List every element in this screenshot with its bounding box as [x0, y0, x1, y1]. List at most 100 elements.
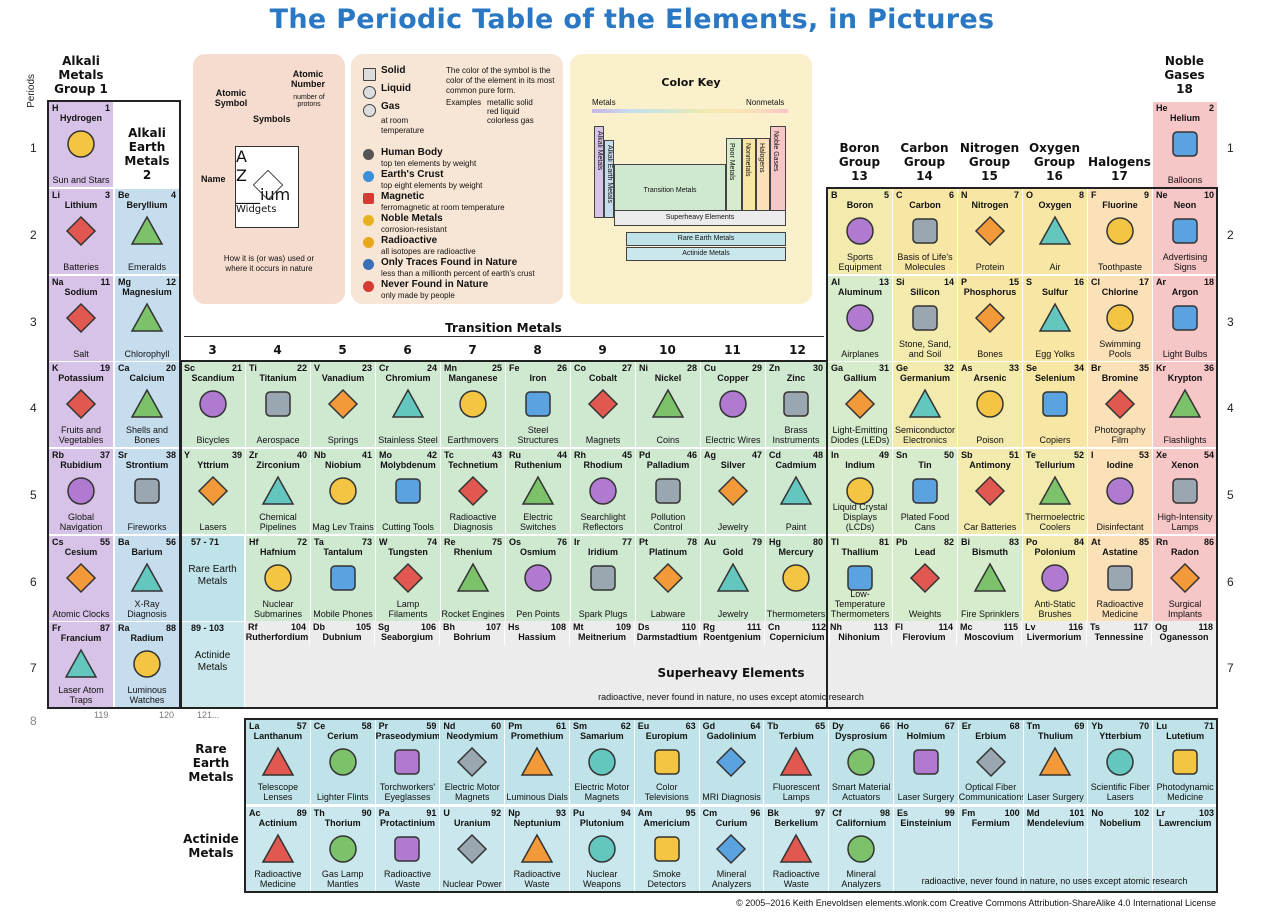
element-cell-copper[interactable]: Cu 29 Copper Electric Wires [700, 361, 766, 448]
element-cell-gold[interactable]: Au 79 Gold Jewelry [700, 535, 766, 622]
element-cell-lithium[interactable]: Li 3 Lithium Batteries [48, 188, 114, 275]
element-cell-palladium[interactable]: Pd 46 Palladium Pollution Control [635, 448, 701, 535]
element-cell-sodium[interactable]: Na 11 Sodium Salt [48, 275, 114, 362]
element-cell-tantalum[interactable]: Ta 73 Tantalum Mobile Phones [310, 535, 376, 622]
element-cell-tennessine[interactable]: Ts 117 Tennessine [1087, 621, 1152, 645]
element-cell-praseodymium[interactable]: Pr 59 Praseodymium Torchworkers' Eyeglasses [374, 719, 441, 805]
element-cell-thallium[interactable]: Tl 81 Thallium Low-Temperature Thermometers [827, 535, 893, 622]
element-cell-livermorium[interactable]: Lv 116 Livermorium [1022, 621, 1087, 645]
element-cell-hydrogen[interactable]: H 1 Hydrogen Sun and Stars [48, 101, 114, 188]
element-cell-protactinium[interactable]: Pa 91 Protactinium Radioactive Waste [374, 806, 441, 892]
element-cell-ruthenium[interactable]: Ru 44 Ruthenium Electric Switches [505, 448, 571, 535]
element-cell-dysprosium[interactable]: Dy 66 Dysprosium Smart Material Actuators [828, 719, 894, 805]
element-cell-strontium[interactable]: Sr 38 Strontium Fireworks [114, 448, 180, 535]
element-cell-lutetium[interactable]: Lu 71 Lutetium Photodynamic Medicine [1152, 719, 1218, 805]
element-cell-magnesium[interactable]: Mg 12 Magnesium Chlorophyll [114, 275, 180, 362]
element-cell-rhodium[interactable]: Rh 45 Rhodium Searchlight Reflectors [570, 448, 636, 535]
element-cell-niobium[interactable]: Nb 41 Niobium Mag Lev Trains [310, 448, 376, 535]
element-cell-nickel[interactable]: Ni 28 Nickel Coins [635, 361, 701, 448]
element-cell-bohrium[interactable]: Bh 107 Bohrium [440, 621, 505, 645]
element-cell-lawrencium[interactable]: Lr 103 Lawrencium [1152, 806, 1218, 892]
element-cell-boron[interactable]: B 5 Boron Sports Equipment [827, 188, 893, 275]
element-cell-promethium[interactable]: Pm 61 Promethium Luminous Dials [504, 719, 570, 805]
element-cell-carbon[interactable]: C 6 Carbon Basis of Life's Molecules [892, 188, 958, 275]
element-cell-zirconium[interactable]: Zr 40 Zirconium Chemical Pipelines [245, 448, 311, 535]
element-cell-europium[interactable]: Eu 63 Europium Color Televisions [633, 719, 700, 805]
element-cell-cadmium[interactable]: Cd 48 Cadmium Paint [765, 448, 827, 535]
element-cell-astatine[interactable]: At 85 Astatine Radioactive Medicine [1087, 535, 1153, 622]
element-cell-iodine[interactable]: I 53 Iodine Disinfectant [1087, 448, 1153, 535]
element-cell-chromium[interactable]: Cr 24 Chromium Stainless Steel [375, 361, 441, 448]
element-cell-potassium[interactable]: K 19 Potassium Fruits and Vegetables [48, 361, 114, 448]
element-cell-sulfur[interactable]: S 16 Sulfur Egg Yolks [1022, 275, 1088, 362]
element-cell-xenon[interactable]: Xe 54 Xenon High-Intensity Lamps [1152, 448, 1218, 535]
element-cell-mercury[interactable]: Hg 80 Mercury Thermometers [765, 535, 827, 622]
element-cell-phosphorus[interactable]: P 15 Phosphorus Bones [957, 275, 1023, 362]
element-cell-technetium[interactable]: Tc 43 Technetium Radioactive Diagnosis [440, 448, 506, 535]
element-cell-rutherfordium[interactable]: Rf 104 Rutherfordium [245, 621, 310, 645]
element-cell-curium[interactable]: Cm 96 Curium Mineral Analyzers [698, 806, 765, 892]
element-cell-indium[interactable]: In 49 Indium Liquid Crystal Displays (LCDs) [827, 448, 893, 535]
element-cell-tungsten[interactable]: W 74 Tungsten Lamp Filaments [375, 535, 441, 622]
placeholder-actinide[interactable]: 89 - 103 Actinide Metals [180, 621, 245, 708]
element-cell-neodymium[interactable]: Nd 60 Neodymium Electric Motor Magnets [439, 719, 506, 805]
element-cell-chlorine[interactable]: Cl 17 Chlorine Swimming Pools [1087, 275, 1153, 362]
element-cell-copernicium[interactable]: Cn 112 Copernicium [765, 621, 830, 645]
element-cell-radium[interactable]: Ra 88 Radium Luminous Watches [114, 621, 180, 708]
element-cell-ytterbium[interactable]: Yb 70 Ytterbium Scientific Fiber Lasers [1087, 719, 1154, 805]
element-cell-iridium[interactable]: Ir 77 Iridium Spark Plugs [570, 535, 636, 622]
element-cell-moscovium[interactable]: Mc 115 Moscovium [957, 621, 1022, 645]
element-cell-helium[interactable]: He 2 Helium Balloons [1152, 101, 1218, 188]
element-cell-berkelium[interactable]: Bk 97 Berkelium Radioactive Waste [763, 806, 830, 892]
element-cell-neptunium[interactable]: Np 93 Neptunium Radioactive Waste [504, 806, 570, 892]
element-cell-oganesson[interactable]: Og 118 Oganesson [1152, 621, 1217, 645]
element-cell-gadolinium[interactable]: Gd 64 Gadolinium MRI Diagnosis [698, 719, 765, 805]
element-cell-cobalt[interactable]: Co 27 Cobalt Magnets [570, 361, 636, 448]
element-cell-selenium[interactable]: Se 34 Selenium Copiers [1022, 361, 1088, 448]
element-cell-arsenic[interactable]: As 33 Arsenic Poison [957, 361, 1023, 448]
element-cell-rubidium[interactable]: Rb 37 Rubidium Global Navigation [48, 448, 114, 535]
element-cell-neon[interactable]: Ne 10 Neon Advertising Signs [1152, 188, 1218, 275]
element-cell-dubnium[interactable]: Db 105 Dubnium [310, 621, 375, 645]
element-cell-yttrium[interactable]: Y 39 Yttrium Lasers [180, 448, 246, 535]
element-cell-plutonium[interactable]: Pu 94 Plutonium Nuclear Weapons [569, 806, 635, 892]
element-cell-platinum[interactable]: Pt 78 Platinum Labware [635, 535, 701, 622]
element-cell-scandium[interactable]: Sc 21 Scandium Bicycles [180, 361, 246, 448]
element-cell-francium[interactable]: Fr 87 Francium Laser Atom Traps [48, 621, 114, 708]
element-cell-einsteinium[interactable]: Es 99 Einsteinium [893, 806, 959, 892]
element-cell-krypton[interactable]: Kr 36 Krypton Flashlights [1152, 361, 1218, 448]
element-cell-holmium[interactable]: Ho 67 Holmium Laser Surgery [893, 719, 959, 805]
element-cell-cerium[interactable]: Ce 58 Cerium Lighter Flints [309, 719, 376, 805]
element-cell-hafnium[interactable]: Hf 72 Hafnium Nuclear Submarines [245, 535, 311, 622]
element-cell-vanadium[interactable]: V 23 Vanadium Springs [310, 361, 376, 448]
element-cell-actinium[interactable]: Ac 89 Actinium Radioactive Medicine [245, 806, 311, 892]
element-cell-argon[interactable]: Ar 18 Argon Light Bulbs [1152, 275, 1218, 362]
element-cell-fluorine[interactable]: F 9 Fluorine Toothpaste [1087, 188, 1153, 275]
element-cell-radon[interactable]: Rn 86 Radon Surgical Implants [1152, 535, 1218, 622]
element-cell-molybdenum[interactable]: Mo 42 Molybdenum Cutting Tools [375, 448, 441, 535]
element-cell-darmstadtium[interactable]: Ds 110 Darmstadtium [635, 621, 700, 645]
element-cell-iron[interactable]: Fe 26 Iron Steel Structures [505, 361, 571, 448]
element-cell-antimony[interactable]: Sb 51 Antimony Car Batteries [957, 448, 1023, 535]
element-cell-fermium[interactable]: Fm 100 Fermium [957, 806, 1024, 892]
element-cell-germanium[interactable]: Ge 32 Germanium Semiconductor Electronics [892, 361, 958, 448]
element-cell-lanthanum[interactable]: La 57 Lanthanum Telescope Lenses [245, 719, 311, 805]
element-cell-thorium[interactable]: Th 90 Thorium Gas Lamp Mantles [309, 806, 376, 892]
element-cell-tellurium[interactable]: Te 52 Tellurium Thermoelectric Coolers [1022, 448, 1088, 535]
element-cell-tin[interactable]: Sn 50 Tin Plated Food Cans [892, 448, 958, 535]
element-cell-silver[interactable]: Ag 47 Silver Jewelry [700, 448, 766, 535]
element-cell-californium[interactable]: Cf 98 Californium Mineral Analyzers [828, 806, 894, 892]
element-cell-samarium[interactable]: Sm 62 Samarium Electric Motor Magnets [569, 719, 635, 805]
element-cell-gallium[interactable]: Ga 31 Gallium Light-Emitting Diodes (LEDs) [827, 361, 893, 448]
element-cell-beryllium[interactable]: Be 4 Beryllium Emeralds [114, 188, 180, 275]
element-cell-nitrogen[interactable]: N 7 Nitrogen Protein [957, 188, 1023, 275]
element-cell-nihonium[interactable]: Nh 113 Nihonium [827, 621, 892, 645]
element-cell-roentgenium[interactable]: Rg 111 Roentgenium [700, 621, 765, 645]
element-cell-uranium[interactable]: U 92 Uranium Nuclear Power [439, 806, 506, 892]
element-cell-manganese[interactable]: Mn 25 Manganese Earthmovers [440, 361, 506, 448]
element-cell-bismuth[interactable]: Bi 83 Bismuth Fire Sprinklers [957, 535, 1023, 622]
element-cell-thulium[interactable]: Tm 69 Thulium Laser Surgery [1022, 719, 1089, 805]
element-cell-rhenium[interactable]: Re 75 Rhenium Rocket Engines [440, 535, 506, 622]
element-cell-osmium[interactable]: Os 76 Osmium Pen Points [505, 535, 571, 622]
element-cell-zinc[interactable]: Zn 30 Zinc Brass Instruments [765, 361, 827, 448]
